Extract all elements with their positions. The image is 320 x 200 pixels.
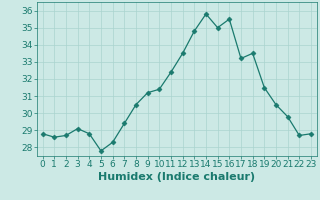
X-axis label: Humidex (Indice chaleur): Humidex (Indice chaleur) (98, 172, 255, 182)
